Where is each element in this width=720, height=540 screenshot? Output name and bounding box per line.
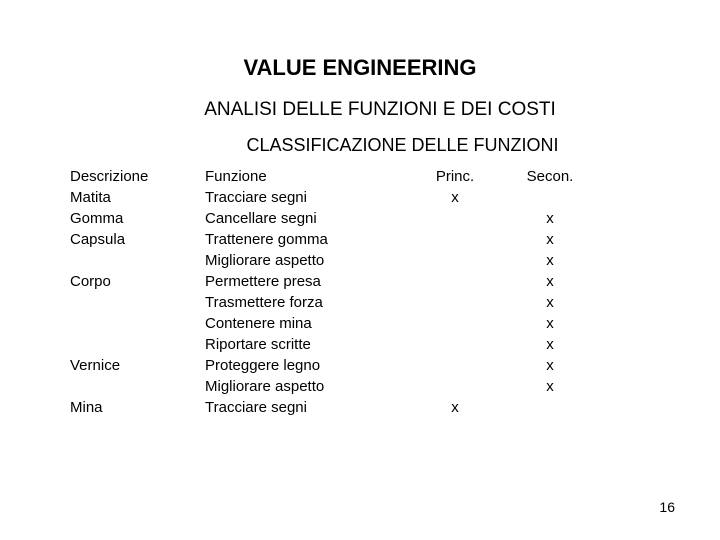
secondary-column: Secon. x x x x x x x x x [505, 166, 595, 418]
desc-cell: Capsula [70, 229, 205, 250]
secon-cell: x [505, 229, 595, 250]
desc-cell: Vernice [70, 355, 205, 376]
secon-cell: x [505, 376, 595, 397]
func-cell: Proteggere legno [205, 355, 405, 376]
function-column: Funzione Tracciare segni Cancellare segn… [205, 166, 405, 418]
principal-column: Princ. x x [405, 166, 505, 418]
desc-cell [70, 313, 205, 334]
desc-cell [70, 250, 205, 271]
princ-cell [405, 271, 505, 292]
secon-cell: x [505, 313, 595, 334]
princ-cell: x [405, 397, 505, 418]
princ-cell [405, 334, 505, 355]
secon-cell: x [505, 292, 595, 313]
princ-cell [405, 292, 505, 313]
func-header: Funzione [205, 166, 405, 187]
desc-cell: Matita [70, 187, 205, 208]
func-cell: Tracciare segni [205, 397, 405, 418]
princ-cell [405, 208, 505, 229]
princ-cell [405, 355, 505, 376]
princ-cell [405, 376, 505, 397]
princ-cell [405, 250, 505, 271]
princ-cell [405, 313, 505, 334]
func-cell: Permettere presa [205, 271, 405, 292]
secon-cell [505, 187, 595, 208]
princ-header: Princ. [405, 166, 505, 187]
princ-cell: x [405, 187, 505, 208]
princ-cell [405, 229, 505, 250]
desc-header: Descrizione [70, 166, 205, 187]
desc-cell [70, 334, 205, 355]
func-cell: Trattenere gomma [205, 229, 405, 250]
section-title: CLASSIFICAZIONE DELLE FUNZIONI [60, 135, 660, 156]
page-number: 16 [659, 499, 675, 515]
func-cell: Trasmettere forza [205, 292, 405, 313]
func-cell: Migliorare aspetto [205, 376, 405, 397]
secon-cell: x [505, 334, 595, 355]
desc-cell [70, 292, 205, 313]
secon-header: Secon. [505, 166, 595, 187]
func-cell: Migliorare aspetto [205, 250, 405, 271]
description-column: Descrizione Matita Gomma Capsula Corpo V… [70, 166, 205, 418]
secon-cell: x [505, 271, 595, 292]
desc-cell: Mina [70, 397, 205, 418]
secon-cell: x [505, 208, 595, 229]
func-cell: Cancellare segni [205, 208, 405, 229]
desc-cell: Corpo [70, 271, 205, 292]
subtitle: ANALISI DELLE FUNZIONI E DEI COSTI [60, 99, 660, 121]
secon-cell [505, 397, 595, 418]
classification-table: Descrizione Matita Gomma Capsula Corpo V… [60, 166, 660, 418]
main-title: VALUE ENGINEERING [60, 55, 660, 81]
func-cell: Riportare scritte [205, 334, 405, 355]
func-cell: Contenere mina [205, 313, 405, 334]
secon-cell: x [505, 250, 595, 271]
func-cell: Tracciare segni [205, 187, 405, 208]
secon-cell: x [505, 355, 595, 376]
desc-cell: Gomma [70, 208, 205, 229]
desc-cell [70, 376, 205, 397]
